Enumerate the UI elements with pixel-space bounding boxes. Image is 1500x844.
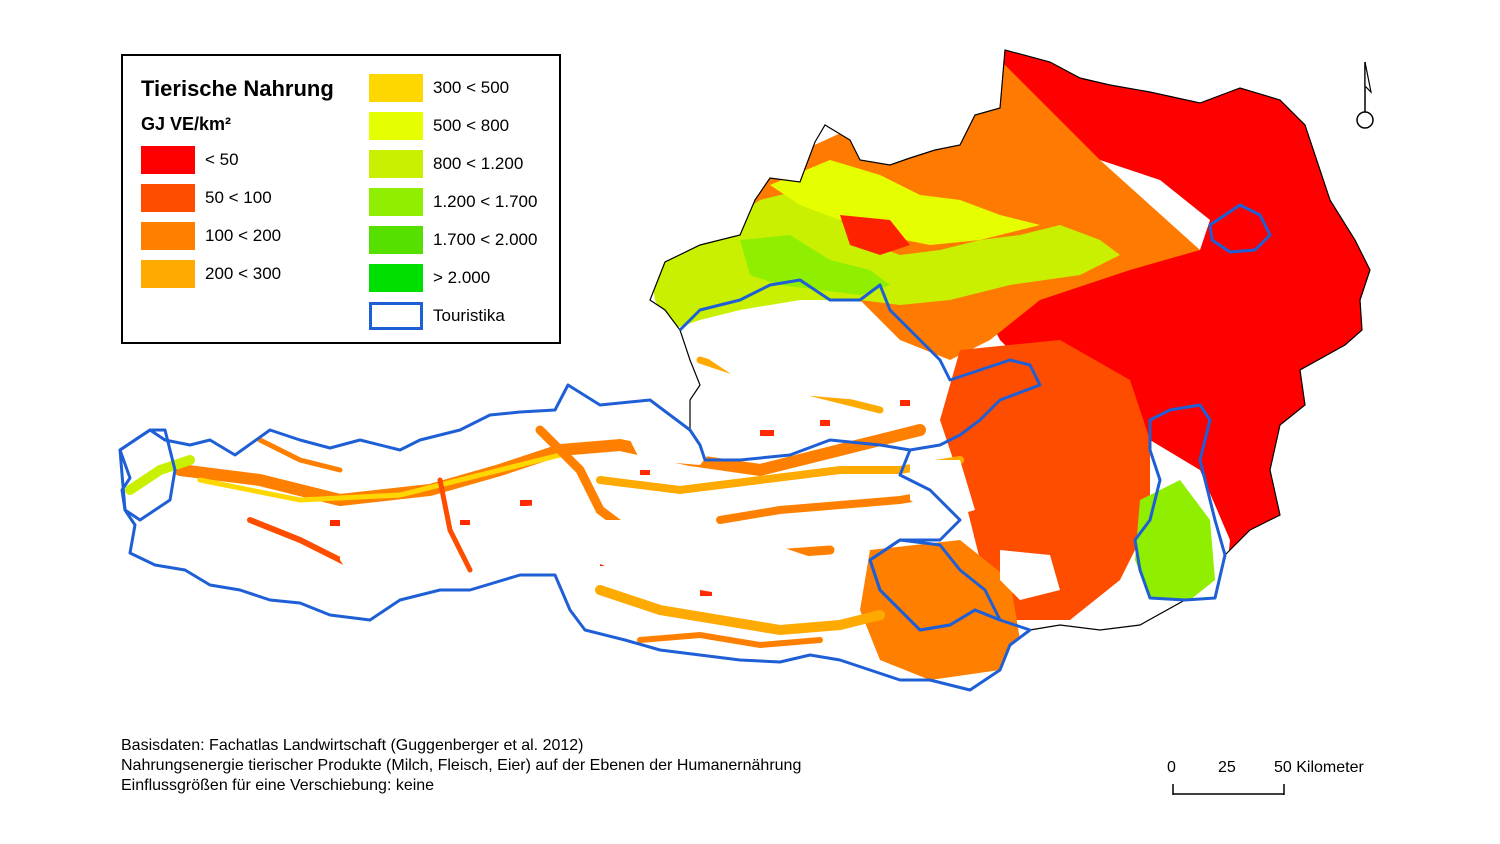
touristika-boundaries: [118, 203, 1272, 692]
valley-drau: [595, 585, 885, 636]
white-area-pongau: [620, 415, 720, 465]
legend-title: Tierische Nahrung: [141, 76, 334, 101]
legend-label: 500 < 800: [433, 116, 510, 135]
map-legend: Tierische Nahrung GJ VE/km² < 50 50 < 10…: [121, 54, 561, 344]
valley-inn-center: [197, 452, 563, 503]
legend-swatch: [369, 150, 423, 178]
legend-label: > 2.000: [433, 268, 491, 287]
valley-vorarlberg: [125, 455, 195, 495]
scale-bar: 0 25 50 Kilometer: [1150, 756, 1390, 802]
legend-swatch: [369, 74, 423, 102]
legend-swatch: [141, 184, 195, 212]
valley-zillertal: [437, 477, 473, 573]
touristika-east-styria: [1133, 403, 1227, 602]
legend-label: Touristika: [433, 306, 505, 325]
legend-label: 50 < 100: [205, 188, 272, 207]
legend-swatch: [141, 260, 195, 288]
source-notes: Basisdaten: Fachatlas Landwirtschaft (Gu…: [121, 736, 801, 796]
touristika-vorarlberg: [118, 428, 177, 522]
region-carinthia-orange: [860, 540, 1020, 680]
legend-unit: GJ VE/km²: [141, 114, 232, 134]
legend-swatch-outline: [369, 302, 423, 330]
white-area-zillertal: [470, 505, 560, 565]
legend-label: 1.700 < 2.000: [433, 230, 538, 249]
white-area-tirol: [200, 520, 260, 575]
white-area-otztal: [340, 515, 430, 590]
legend-label: 100 < 200: [205, 226, 282, 245]
valley-gail: [637, 631, 823, 649]
legend-label: < 50: [205, 150, 239, 169]
region-foreland-bright-green: [740, 235, 890, 295]
legend-swatch: [141, 222, 195, 250]
scale-label-0: 0: [1167, 759, 1176, 776]
north-arrow-icon: [1348, 56, 1382, 132]
legend-swatch: [141, 146, 195, 174]
region-foreland-green: [650, 190, 1120, 330]
region-southeast-green: [1135, 480, 1215, 600]
legend-label: 300 < 500: [433, 78, 510, 97]
scale-label-50: 50 Kilometer: [1274, 759, 1364, 776]
legend-swatch: [369, 188, 423, 216]
region-red-patch: [840, 215, 910, 255]
touristika-carinthia: [868, 538, 1002, 632]
scale-line: [1172, 784, 1285, 795]
legend-label: 1.200 < 1.700: [433, 192, 538, 211]
white-area-high-alps: [580, 520, 860, 610]
description-line: Nahrungsenergie tierischer Produkte (Mil…: [121, 757, 802, 774]
touristika-salzburg-north: [678, 278, 1042, 452]
legend-swatch: [369, 112, 423, 140]
source-line: Basisdaten: Fachatlas Landwirtschaft (Gu…: [121, 737, 584, 754]
legend-swatch: [369, 226, 423, 254]
legend-swatch: [369, 264, 423, 292]
valley-lechtal: [257, 437, 343, 473]
touristika-vienna: [1208, 203, 1272, 254]
legend-label: 800 < 1.200: [433, 154, 524, 173]
white-area-salzkammergut: [710, 320, 900, 400]
region-foreland-yellow: [770, 160, 1040, 245]
region-central-orange: [940, 340, 1150, 620]
white-area-styria: [910, 460, 975, 520]
white-area-east-styria: [1000, 550, 1060, 600]
scale-label-25: 25: [1218, 759, 1236, 776]
factors-line: Einflussgrößen für eine Verschiebung: ke…: [121, 777, 435, 794]
legend-label: 200 < 300: [205, 264, 282, 283]
